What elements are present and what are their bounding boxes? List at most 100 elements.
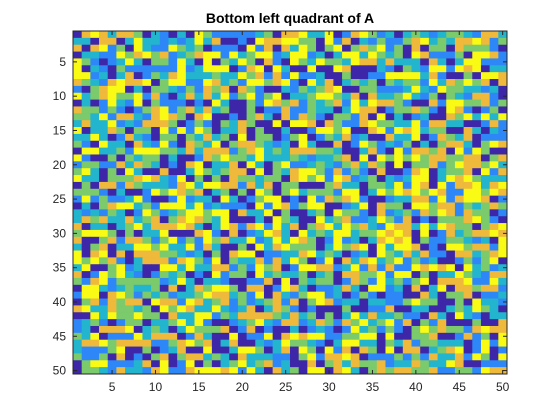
heatmap-cell [246, 229, 256, 238]
heatmap-cell [385, 339, 395, 347]
heatmap-cell [99, 271, 109, 279]
heatmap-cell [307, 250, 317, 258]
heatmap-cell [211, 154, 221, 162]
heatmap-cell [342, 229, 352, 238]
heatmap-cell [151, 291, 161, 299]
heatmap-cell [142, 291, 152, 299]
heatmap-cell [90, 181, 100, 190]
heatmap-cell [342, 133, 352, 142]
heatmap-cell [342, 147, 352, 155]
heatmap-cell [263, 85, 274, 94]
heatmap-cell [142, 85, 152, 94]
heatmap-cell [263, 37, 274, 46]
heatmap-cell [185, 277, 195, 286]
heatmap-cell [159, 168, 169, 176]
heatmap-cell [454, 85, 464, 94]
heatmap-cell [281, 271, 291, 279]
heatmap-cell [316, 65, 326, 73]
heatmap-cell [298, 353, 308, 361]
heatmap-cell [350, 236, 360, 245]
heatmap-cell [255, 127, 265, 135]
heatmap-cell [307, 147, 317, 155]
heatmap-cell [437, 367, 447, 375]
heatmap-cell [159, 161, 169, 169]
heatmap-cell [420, 284, 430, 293]
heatmap-cell [220, 339, 230, 347]
heatmap-cell [298, 79, 308, 87]
heatmap-cell [350, 85, 360, 94]
heatmap-cell [428, 257, 438, 265]
heatmap-cell [428, 37, 438, 46]
heatmap-cell [290, 140, 300, 149]
heatmap-cell [211, 353, 221, 361]
heatmap-cell [480, 367, 491, 375]
heatmap-cell [107, 106, 117, 114]
heatmap-cell [116, 175, 126, 183]
heatmap-cell [437, 339, 447, 347]
heatmap-cell [368, 133, 378, 142]
heatmap-cell [272, 298, 282, 306]
heatmap-cell [290, 229, 300, 238]
heatmap-cell [125, 92, 135, 100]
heatmap-cell [168, 305, 178, 313]
heatmap-cell [472, 51, 482, 59]
heatmap-cell [81, 353, 91, 361]
heatmap-cell [316, 284, 326, 293]
heatmap-cell [489, 195, 499, 203]
heatmap-cell [159, 277, 169, 286]
heatmap-cell [81, 298, 91, 306]
heatmap-cell [133, 195, 143, 203]
heatmap-cell [133, 360, 143, 368]
heatmap-cell [168, 216, 178, 224]
heatmap-cell [298, 346, 308, 354]
heatmap-cell [480, 332, 491, 341]
heatmap-cell [185, 339, 195, 347]
heatmap-cell [73, 120, 83, 128]
heatmap-cell [125, 271, 135, 279]
heatmap-cell [437, 147, 447, 155]
heatmap-cell [203, 339, 213, 347]
heatmap-cell [255, 65, 265, 73]
heatmap-cell [194, 216, 204, 224]
heatmap-cell [220, 147, 230, 155]
heatmap-cell [324, 236, 334, 245]
heatmap-cell [81, 209, 91, 217]
heatmap-cell [125, 367, 135, 375]
heatmap-cell [203, 243, 213, 251]
heatmap-cell [246, 85, 256, 94]
heatmap-cell [255, 312, 265, 320]
heatmap-cell [90, 99, 100, 107]
heatmap-cell [489, 147, 499, 155]
heatmap-cell [402, 367, 412, 375]
heatmap-cell [229, 37, 239, 46]
heatmap-cell [376, 216, 386, 224]
heatmap-cell [168, 195, 178, 203]
heatmap-cell [116, 360, 126, 368]
heatmap-cell [99, 360, 109, 368]
heatmap-cell [73, 202, 83, 210]
heatmap-cell [229, 161, 239, 169]
heatmap-cell [229, 339, 239, 347]
heatmap-cells [73, 31, 508, 375]
heatmap-cell [446, 175, 456, 183]
heatmap-cell [394, 325, 404, 334]
heatmap-cell [437, 127, 447, 135]
heatmap-cell [246, 243, 256, 251]
heatmap-cell [411, 332, 421, 341]
heatmap-cell [263, 65, 274, 73]
heatmap-cell [281, 79, 291, 87]
heatmap-cell [290, 99, 300, 107]
heatmap-cell [73, 277, 83, 286]
heatmap-cell [229, 332, 239, 341]
heatmap-cell [394, 243, 404, 251]
heatmap-cell [402, 44, 412, 52]
heatmap-cell [437, 353, 447, 361]
heatmap-cell [142, 99, 152, 107]
heatmap-cell [333, 188, 343, 197]
heatmap-cell [420, 65, 430, 73]
heatmap-cell [211, 195, 221, 203]
heatmap-cell [99, 332, 109, 341]
heatmap-cell [376, 154, 386, 162]
heatmap-cell [324, 271, 334, 279]
heatmap-cell [342, 140, 352, 149]
